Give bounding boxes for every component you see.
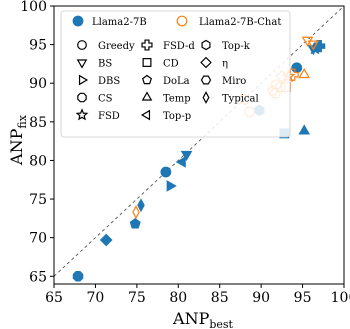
legend-series-marker-0 — [72, 15, 84, 27]
legend-marker-label: Greedy — [98, 41, 135, 52]
x-tick-label: 65 — [45, 290, 63, 306]
legend-marker-fsd-d — [141, 39, 153, 51]
legend-marker-miro — [200, 75, 212, 85]
legend-marker-cs — [77, 92, 87, 103]
y-axis-label: ANPfix — [7, 114, 29, 166]
y-axis-label-sub: fix — [16, 114, 29, 128]
x-tick-label: 90 — [252, 290, 270, 306]
base-point-greedy-0 — [160, 166, 172, 178]
chat-point-bs-2 — [307, 40, 320, 51]
base-point-dbs-4 — [166, 180, 177, 192]
legend-series-label: Llama2-7B — [92, 17, 147, 28]
legend-marker-label: Miro — [222, 76, 246, 87]
x-tick-label: 80 — [169, 290, 187, 306]
legend: Llama2-7B Llama2-7B-Chat Greedy BS DBS CS FSD F… — [60, 10, 291, 138]
base-point-bs-2 — [180, 150, 193, 161]
base-point-typical-14 — [137, 198, 145, 213]
legend-marker-label: Typical — [222, 94, 259, 105]
base-point-temp-10 — [298, 124, 311, 135]
legend-marker-label: η — [222, 59, 228, 70]
base-point-greedy-1 — [291, 62, 303, 74]
legend-marker-greedy — [77, 40, 87, 50]
legend-marker-top-p — [140, 109, 151, 121]
legend-marker-label: CD — [163, 59, 179, 70]
y-tick-label: 90 — [29, 76, 47, 92]
legend-series-marker-1 — [176, 15, 188, 27]
legend-marker-cd — [142, 58, 152, 67]
y-tick-label: 100 — [20, 0, 47, 15]
x-tick-label: 100 — [331, 290, 350, 306]
legend-marker-fsd — [75, 108, 89, 121]
legend-series-label: Llama2-7B-Chat — [199, 17, 281, 28]
y-tick-label: 75 — [29, 192, 47, 208]
diagonal-reference-line — [54, 6, 344, 277]
base-point-top-p-11 — [175, 156, 186, 168]
x-axis-label: ANPbest — [172, 309, 234, 329]
legend-marker-bs — [76, 59, 88, 69]
axes: 65 70 75 80 85 90 95 100 65 70 75 80 85 90 95 100 — [20, 0, 350, 306]
legend-marker-typical — [202, 91, 210, 104]
x-tick-label: 70 — [87, 290, 105, 306]
base-point-cs-5 — [72, 271, 84, 282]
base-point-dola-9 — [129, 217, 141, 229]
plot-frame — [53, 5, 345, 285]
legend-marker-top-k — [201, 39, 211, 51]
x-tick-label: 85 — [211, 290, 229, 306]
base-point-fsd-d-7 — [313, 40, 326, 53]
y-tick-label: 85 — [29, 115, 47, 131]
x-tick-label: 75 — [128, 290, 146, 306]
x-axis-label-main: ANP — [172, 309, 210, 328]
legend-marker-label: FSD — [98, 111, 120, 122]
chat-point-temp-9 — [298, 68, 311, 79]
legend-marker-label: Top-p — [163, 111, 191, 122]
x-axis-label-sub: best — [209, 318, 233, 329]
y-tick-label: 65 — [29, 269, 47, 285]
legend-box — [60, 10, 291, 138]
legend-marker-label: Temp — [163, 94, 191, 105]
legend-marker-dola — [142, 74, 152, 85]
y-axis-label-main: ANP — [7, 128, 26, 166]
legend-marker-label: Top-k — [222, 41, 251, 52]
legend-marker-dbs — [78, 74, 89, 86]
legend-marker-label: BS — [98, 59, 112, 70]
y-tick-label: 70 — [29, 231, 47, 247]
legend-marker-temp — [141, 91, 153, 101]
x-tick-label: 95 — [294, 290, 312, 306]
y-tick-label: 80 — [29, 153, 47, 169]
legend-marker-label: FSD-d — [163, 41, 195, 52]
base-point---13 — [99, 233, 113, 247]
legend-marker-- — [200, 56, 212, 69]
legend-marker-label: CS — [98, 94, 113, 105]
chat-point-typical-13 — [132, 205, 140, 220]
legend-marker-label: DoLa — [163, 76, 190, 87]
legend-marker-label: DBS — [98, 76, 120, 87]
y-tick-label: 95 — [29, 38, 47, 54]
